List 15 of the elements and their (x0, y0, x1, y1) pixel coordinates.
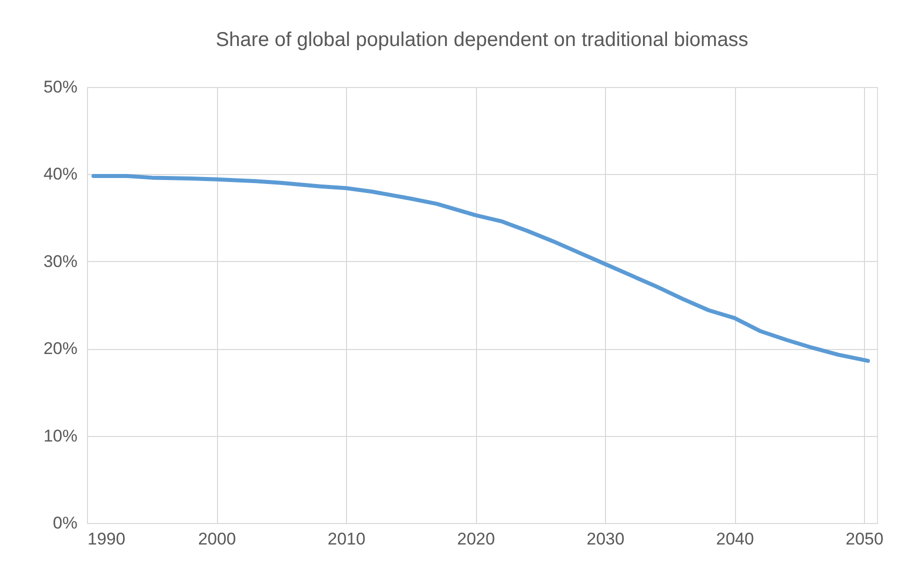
y-tick-label: 50% (43, 78, 78, 96)
y-tick-label: 40% (43, 164, 78, 184)
x-tick-label: 2020 (457, 530, 495, 548)
y-tick-label: 0% (52, 514, 78, 532)
chart-title: Share of global population dependent on traditional biomass (216, 29, 748, 51)
y-tick-label: 30% (43, 252, 78, 271)
x-tick-label: 2050 (846, 530, 884, 548)
x-tick-label: 2000 (198, 530, 236, 548)
x-tick-label: 1990 (88, 530, 126, 548)
x-tick-label: 2040 (716, 530, 754, 548)
x-tick-label: 2030 (586, 530, 624, 548)
line-series (91, 174, 870, 363)
x-tick-label: 2010 (328, 530, 366, 548)
y-tick-label: 10% (43, 426, 78, 446)
y-tick-label: 20% (43, 339, 78, 358)
